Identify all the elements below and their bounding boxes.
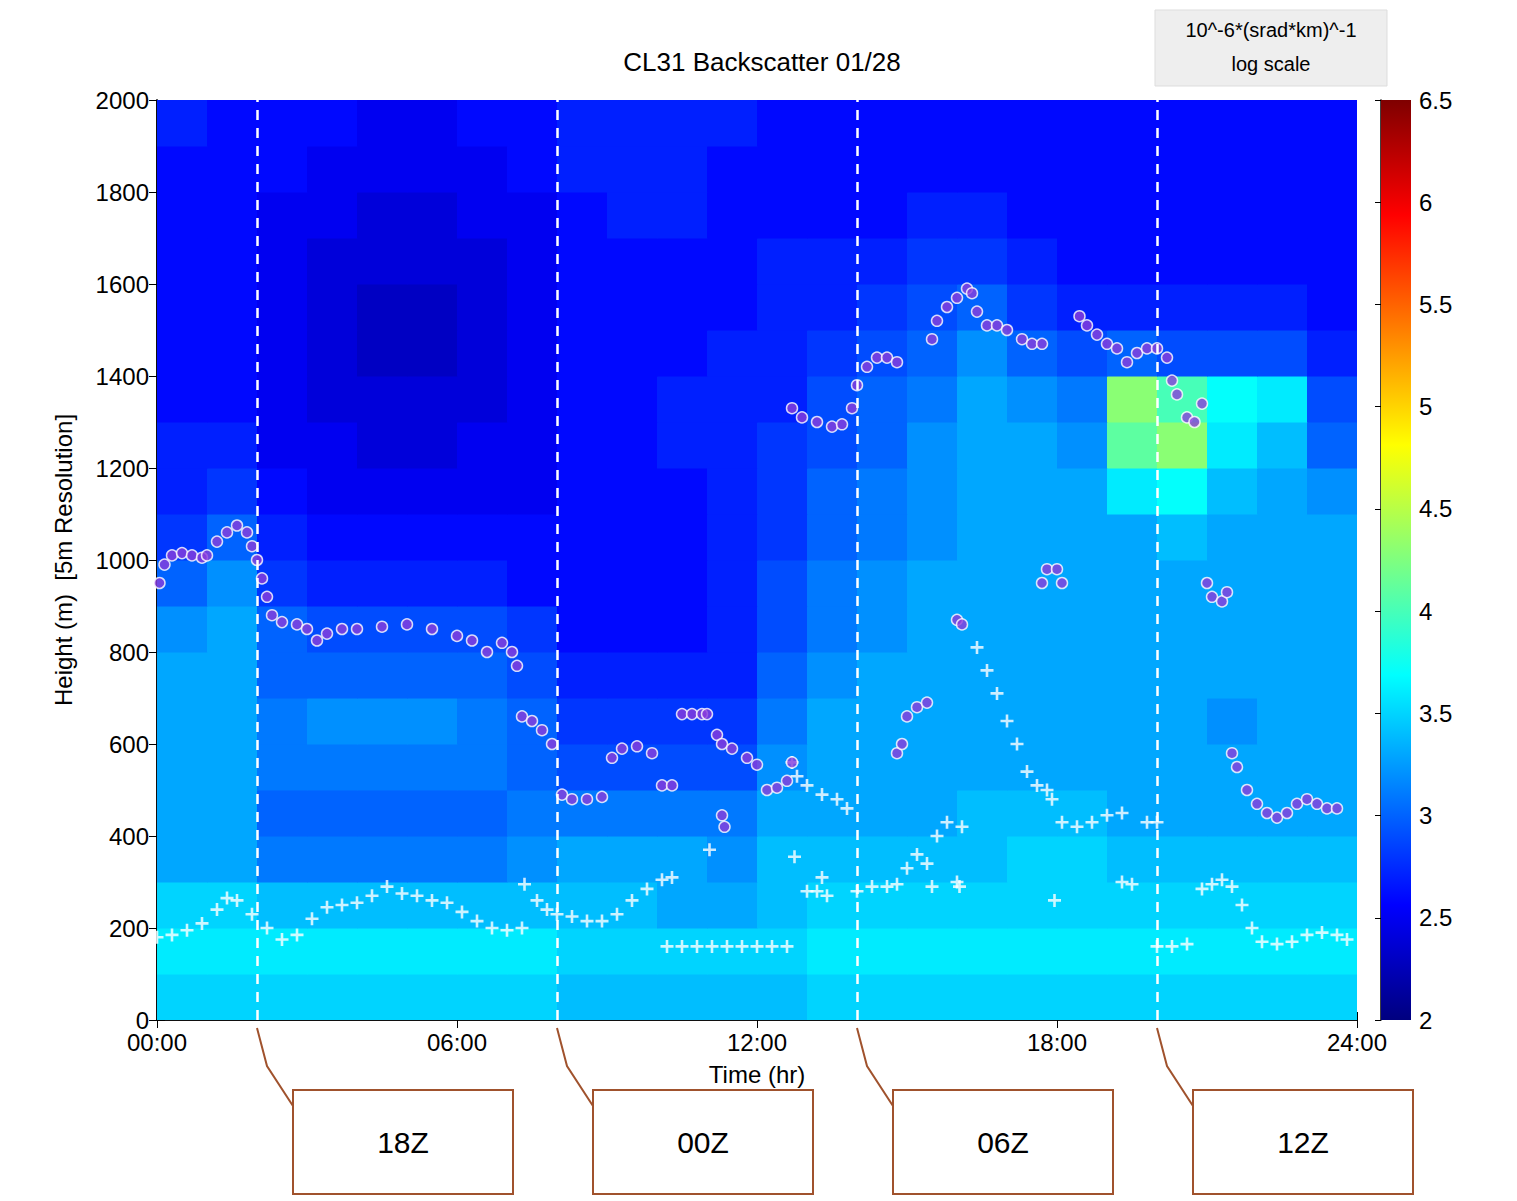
svg-text:6.5: 6.5: [1419, 87, 1452, 114]
svg-text:400: 400: [109, 823, 149, 850]
svg-text:00Z: 00Z: [677, 1126, 729, 1159]
svg-text:3.5: 3.5: [1419, 700, 1452, 727]
svg-text:3: 3: [1419, 802, 1432, 829]
svg-text:4: 4: [1419, 598, 1432, 625]
svg-text:1000: 1000: [96, 547, 149, 574]
svg-text:2000: 2000: [96, 87, 149, 114]
svg-text:CL31 Backscatter 01/28: CL31 Backscatter 01/28: [623, 47, 901, 77]
svg-text:0: 0: [135, 1006, 149, 1034]
svg-text:24:00: 24:00: [1327, 1029, 1387, 1056]
svg-text:4.5: 4.5: [1419, 495, 1452, 522]
svg-text:18:00: 18:00: [1027, 1029, 1087, 1056]
svg-text:Time (hr): Time (hr): [709, 1061, 805, 1088]
svg-text:1600: 1600: [96, 271, 149, 298]
svg-text:18Z: 18Z: [377, 1126, 429, 1159]
svg-text:06:00: 06:00: [427, 1029, 487, 1056]
svg-text:12:00: 12:00: [727, 1029, 787, 1056]
svg-text:00:00: 00:00: [127, 1029, 187, 1056]
svg-text:2: 2: [1419, 1007, 1432, 1034]
svg-text:1200: 1200: [96, 455, 149, 482]
svg-text:6: 6: [1419, 189, 1432, 216]
svg-text:200: 200: [109, 915, 149, 942]
svg-text:5: 5: [1419, 393, 1432, 420]
svg-text:2.5: 2.5: [1419, 904, 1452, 931]
svg-text:1800: 1800: [96, 179, 149, 206]
svg-text:10^-6*(srad*km)^-1: 10^-6*(srad*km)^-1: [1185, 19, 1356, 41]
svg-text:600: 600: [109, 731, 149, 758]
svg-text:06Z: 06Z: [977, 1126, 1029, 1159]
svg-text:12Z: 12Z: [1277, 1126, 1329, 1159]
svg-text:800: 800: [109, 639, 149, 666]
svg-text:1400: 1400: [96, 363, 149, 390]
svg-text:log scale: log scale: [1232, 53, 1311, 75]
svg-text:Height (m) [5m Resolution]: Height (m) [5m Resolution]: [50, 414, 77, 706]
svg-text:5.5: 5.5: [1419, 291, 1452, 318]
